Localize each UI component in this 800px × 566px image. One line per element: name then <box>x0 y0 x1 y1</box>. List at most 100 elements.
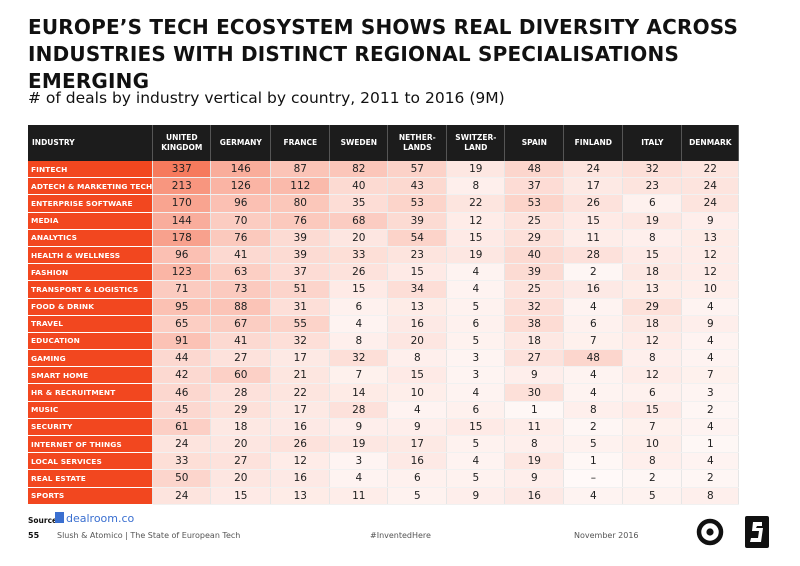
value-cell: 37 <box>504 177 565 196</box>
value-cell: 2 <box>563 418 624 437</box>
value-cell: 6 <box>387 469 448 488</box>
value-cell: 7 <box>563 332 624 351</box>
value-cell: 19 <box>622 212 683 230</box>
value-cell: 16 <box>387 315 448 333</box>
value-cell: 48 <box>563 349 624 368</box>
value-cell: 5 <box>622 487 683 505</box>
value-cell: 24 <box>152 487 212 505</box>
value-cell: 65 <box>152 315 212 333</box>
table-row: MEDIA 144 70 76 68 39 12 25 15 19 9 <box>28 212 740 230</box>
industry-label: LOCAL SERVICES <box>28 452 154 471</box>
table-row: EDUCATION 91 41 32 8 20 5 18 7 12 4 <box>28 332 740 351</box>
value-cell: 5 <box>446 332 506 351</box>
value-cell: 25 <box>504 280 565 299</box>
table-body: FINTECH 337 146 87 82 57 19 48 24 32 22 ADTECH & MA… <box>28 161 740 505</box>
value-cell: 71 <box>152 280 212 299</box>
value-cell: 57 <box>387 161 448 179</box>
value-cell: 2 <box>681 401 740 419</box>
value-cell: 73 <box>210 280 272 299</box>
column-header: FINLAND <box>563 125 624 161</box>
value-cell: 32 <box>270 332 331 351</box>
value-cell: 13 <box>622 280 683 299</box>
value-cell: 23 <box>387 246 448 265</box>
value-cell: 13 <box>387 298 448 316</box>
value-cell: 15 <box>210 487 272 505</box>
value-cell: 40 <box>329 177 389 196</box>
value-cell: 19 <box>446 246 506 265</box>
value-cell: 25 <box>504 212 565 230</box>
value-cell: 28 <box>563 246 624 265</box>
value-cell: 11 <box>329 487 389 505</box>
value-cell: 4 <box>681 332 740 351</box>
table-row: TRAVEL 65 67 55 4 16 6 38 6 18 9 <box>28 315 740 333</box>
value-cell: 41 <box>210 246 272 265</box>
publisher-text: Slush & Atomico | The State of European … <box>57 531 241 540</box>
value-cell: 14 <box>329 383 389 402</box>
table-row: FINTECH 337 146 87 82 57 19 48 24 32 22 <box>28 161 740 179</box>
value-cell: 21 <box>270 366 331 385</box>
value-cell: 76 <box>270 212 331 230</box>
value-cell: 4 <box>681 349 740 368</box>
value-cell: 337 <box>152 161 212 179</box>
value-cell: 61 <box>152 418 212 437</box>
value-cell: 15 <box>387 366 448 385</box>
value-cell: 3 <box>446 366 506 385</box>
value-cell: 9 <box>387 418 448 437</box>
value-cell: 68 <box>329 212 389 230</box>
value-cell: 17 <box>270 349 331 368</box>
source-link[interactable]: dealroom.co <box>55 512 134 525</box>
industry-label: SMART HOME <box>28 366 154 385</box>
value-cell: 12 <box>270 452 331 471</box>
value-cell: 144 <box>152 212 212 230</box>
column-header: DENMARK <box>681 125 740 161</box>
value-cell: 4 <box>329 469 389 488</box>
column-header: SWITZER- LAND <box>446 125 506 161</box>
value-cell: 27 <box>210 349 272 368</box>
value-cell: 16 <box>563 280 624 299</box>
industry-label: FASHION <box>28 263 154 282</box>
value-cell: 34 <box>387 280 448 299</box>
value-cell: 6 <box>329 298 389 316</box>
table-row: MUSIC 45 29 17 28 4 6 1 8 15 2 <box>28 401 740 419</box>
value-cell: 178 <box>152 229 212 247</box>
value-cell: 13 <box>270 487 331 505</box>
value-cell: 11 <box>504 418 565 437</box>
value-cell: 9 <box>504 366 565 385</box>
value-cell: 6 <box>446 401 506 419</box>
value-cell: 7 <box>329 366 389 385</box>
value-cell: 4 <box>446 383 506 402</box>
value-cell: 20 <box>329 229 389 247</box>
industry-label: HEALTH & WELLNESS <box>28 246 154 265</box>
source-name: dealroom.co <box>66 512 135 525</box>
industry-label: ENTERPRISE SOFTWARE <box>28 194 154 213</box>
value-cell: 8 <box>681 487 740 505</box>
value-cell: 26 <box>329 263 389 282</box>
value-cell: 91 <box>152 332 212 351</box>
table-row: ANALYTICS 178 76 39 20 54 15 29 11 8 13 <box>28 229 740 247</box>
value-cell: 26 <box>270 435 331 454</box>
value-cell: 123 <box>152 263 212 282</box>
value-cell: 32 <box>622 161 683 179</box>
table-row: LOCAL SERVICES 33 27 12 3 16 4 19 1 8 4 <box>28 452 740 471</box>
value-cell: 39 <box>504 263 565 282</box>
industry-label: TRANSPORT & LOGISTICS <box>28 280 154 299</box>
value-cell: 9 <box>681 212 740 230</box>
value-cell: 5 <box>446 298 506 316</box>
value-cell: 95 <box>152 298 212 316</box>
industry-label: FINTECH <box>28 161 154 179</box>
value-cell: 4 <box>446 263 506 282</box>
value-cell: 18 <box>210 418 272 437</box>
value-cell: 12 <box>681 263 740 282</box>
value-cell: 32 <box>504 298 565 316</box>
value-cell: 8 <box>504 435 565 454</box>
value-cell: 39 <box>270 246 331 265</box>
value-cell: 8 <box>622 229 683 247</box>
value-cell: 29 <box>504 229 565 247</box>
value-cell: 2 <box>681 469 740 488</box>
value-cell: 60 <box>210 366 272 385</box>
industry-column-header: INDUSTRY <box>28 125 154 161</box>
value-cell: 1 <box>563 452 624 471</box>
deals-heatmap-table: INDUSTRY UNITED KINGDOM GERMANY FRANCE SWED… <box>28 125 740 505</box>
value-cell: 50 <box>152 469 212 488</box>
value-cell: 24 <box>681 177 740 196</box>
